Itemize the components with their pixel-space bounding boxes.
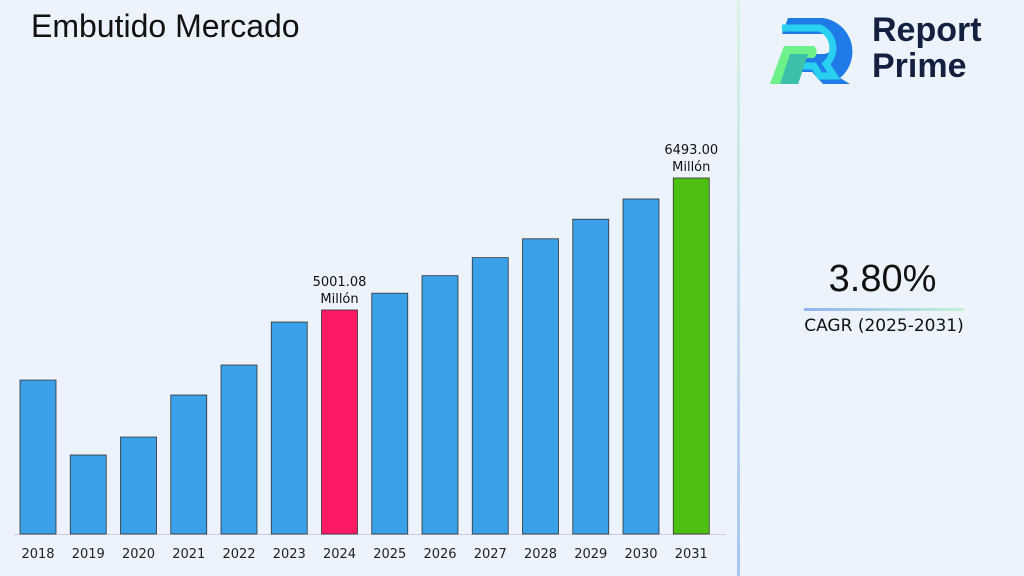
bar-chart: 2018 2019 2020 2021 2022 2023 2024 2025 2026 2027… — [14, 143, 726, 562]
x-tick-label: 2021 — [172, 547, 205, 562]
x-tick-label: 2026 — [423, 547, 456, 562]
x-tick-label: 2027 — [474, 547, 507, 562]
data-label-value: 5001.08 — [313, 275, 367, 290]
bar-2024 — [321, 309, 358, 535]
logo-line2: Prime — [872, 47, 967, 85]
bar-2025 — [371, 292, 409, 535]
bar-2030 — [622, 198, 660, 535]
bar-2028 — [522, 238, 559, 535]
bar-2027 — [471, 257, 509, 535]
x-tick-label: 2023 — [273, 547, 306, 562]
bar-2022 — [220, 364, 258, 535]
x-tick-label: 2022 — [222, 547, 255, 562]
x-tick-label: 2019 — [72, 547, 105, 562]
data-label-value: 6493.00 — [664, 143, 718, 158]
report-prime-logo — [770, 18, 853, 84]
bar-2026 — [421, 275, 459, 535]
logo-text: Report Prime — [872, 12, 982, 84]
x-tick-label: 2031 — [675, 547, 708, 562]
cagr-value: 3.80% — [828, 258, 937, 300]
divider — [737, 0, 740, 576]
x-tick-label: 2029 — [574, 547, 607, 562]
x-tick-label: 2030 — [624, 547, 657, 562]
bar-2029 — [572, 218, 610, 535]
cagr-label: CAGR (2025-2031) — [804, 316, 964, 336]
logo-line1: Report — [872, 11, 982, 49]
x-tick-label: 2020 — [122, 547, 155, 562]
chart-title: Embutido Mercado — [31, 8, 300, 44]
x-tick-label: 2025 — [373, 547, 406, 562]
bar-2018 — [19, 379, 57, 535]
bar-2021 — [170, 394, 208, 535]
cagr-underline — [804, 308, 964, 311]
bar-2020 — [120, 436, 157, 535]
bar-2023 — [270, 321, 308, 535]
data-label-unit: Millón — [672, 160, 710, 175]
bar-2031 — [672, 177, 710, 535]
x-tick-label: 2028 — [524, 547, 557, 562]
data-label-unit: Millón — [320, 292, 358, 307]
bar-2019 — [69, 454, 107, 535]
x-tick-label: 2024 — [323, 547, 356, 562]
x-tick-label: 2018 — [21, 547, 54, 562]
